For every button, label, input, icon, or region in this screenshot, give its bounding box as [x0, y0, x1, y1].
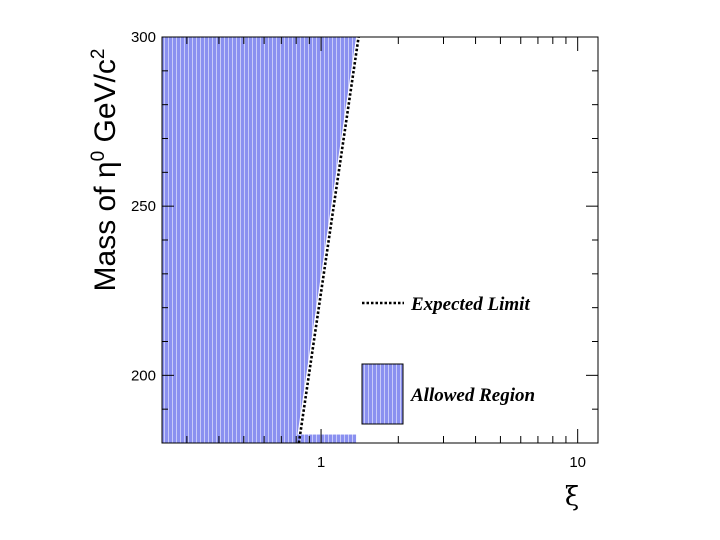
legend: Expected Limit Allowed Region — [361, 294, 535, 425]
y-tick-label: 250 — [131, 198, 156, 215]
y-axis-label: Mass of η0 GeV/c2 — [88, 49, 122, 292]
plot-regions — [162, 36, 360, 444]
x-axis-label: ξ — [565, 482, 579, 512]
allowed-region-fill — [162, 37, 357, 443]
y-tick-label: 300 — [131, 29, 156, 46]
legend-label-expected-limit: Expected Limit — [410, 294, 530, 315]
y-tick-label: 200 — [131, 367, 156, 384]
legend-swatch-allowed-region — [361, 363, 404, 425]
expected-limit-line — [297, 36, 360, 444]
allowed-region-strip — [296, 434, 357, 443]
x-tick-label: 10 — [569, 454, 586, 471]
x-tick-label: 1 — [317, 454, 325, 471]
legend-label-allowed-region: Allowed Region — [410, 385, 535, 406]
axes: 200 250 300 1 10 — [131, 29, 598, 471]
